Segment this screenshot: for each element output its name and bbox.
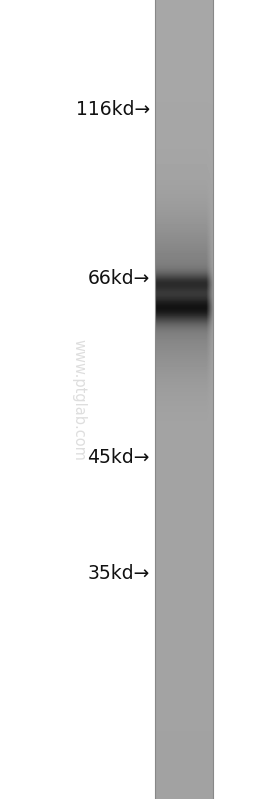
Text: www.ptglab.com: www.ptglab.com	[71, 339, 86, 460]
Bar	[213, 0, 280, 799]
Text: 35kd→: 35kd→	[87, 564, 150, 583]
Text: 45kd→: 45kd→	[87, 447, 150, 467]
Text: 66kd→: 66kd→	[87, 268, 150, 288]
Text: 116kd→: 116kd→	[76, 100, 150, 119]
